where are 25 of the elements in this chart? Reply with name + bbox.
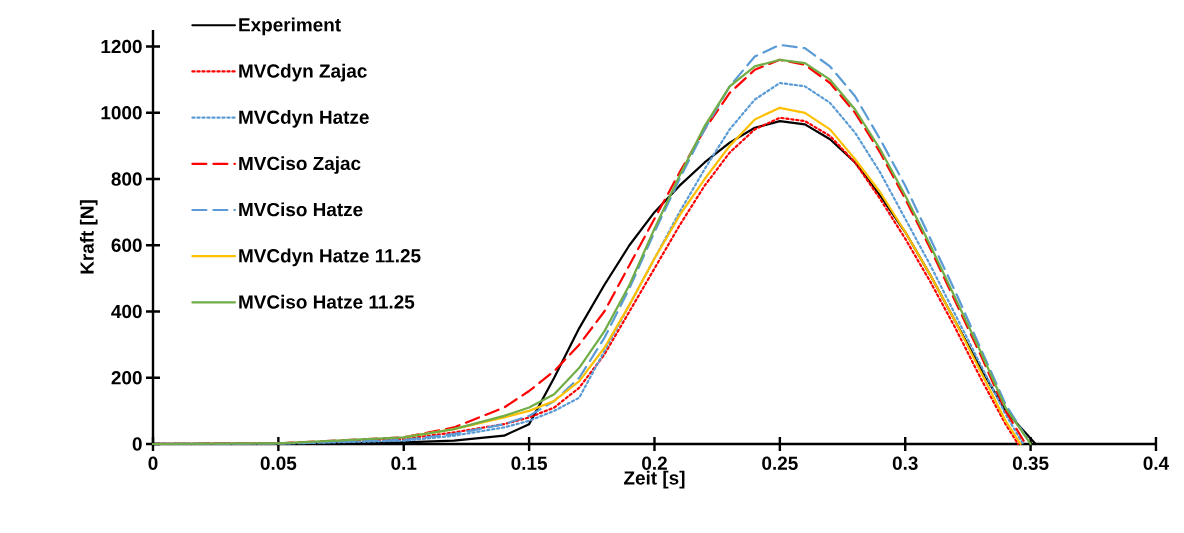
legend-label: MVCdyn Hatze 11.25 (239, 248, 421, 267)
legend-label: MVCiso Zajac (239, 156, 361, 174)
y-tick-label: 200 (111, 371, 142, 385)
x-tick-label: 0.35 (1012, 456, 1049, 470)
x-tick-label: 0 (148, 456, 158, 470)
x-tick-label: 0.3 (892, 456, 918, 470)
legend-label: MVCdyn Hatze (239, 110, 369, 128)
y-tick-label: 400 (111, 304, 142, 319)
y-tick-label: 1200 (101, 39, 142, 54)
x-tick-label: 0.25 (762, 456, 798, 470)
y-tick-label: 600 (111, 238, 142, 252)
legend-label: Experiment (239, 17, 341, 36)
legend-label: MVCdyn Zajac (239, 63, 367, 82)
y-tick-label: 800 (111, 172, 142, 186)
x-tick-label: 0.1 (391, 456, 417, 470)
x-tick-label: 0.4 (1143, 456, 1170, 470)
x-tick-label: 0.2 (642, 456, 667, 470)
legend-label: MVCiso Hatze (239, 202, 363, 217)
x-tick-label: 0.15 (511, 456, 547, 470)
legend-label: MVCiso Hatze 11.25 (239, 294, 415, 309)
x-axis-title: Zeit [s] (624, 470, 685, 489)
y-tick-label: 0 (132, 437, 142, 451)
y-tick-label: 1000 (101, 106, 142, 120)
x-tick-label: 0.05 (260, 456, 297, 470)
y-axis-title: Kraft [N] (79, 200, 98, 274)
